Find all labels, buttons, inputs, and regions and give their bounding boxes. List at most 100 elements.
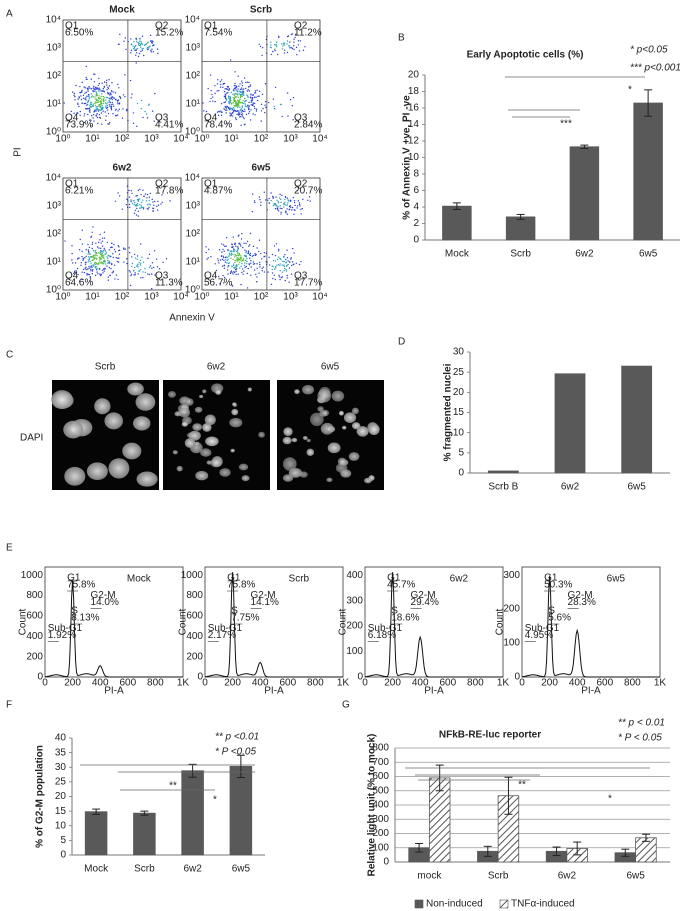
event-dot (131, 262, 134, 265)
nucleus (229, 417, 243, 428)
event-dot (238, 267, 241, 269)
event-dot (117, 261, 120, 263)
event-dot (232, 102, 235, 104)
event-dot (92, 87, 94, 89)
nucleus (340, 469, 352, 478)
event-dot (280, 201, 282, 204)
event-dot (248, 245, 250, 247)
event-dot (245, 255, 248, 258)
event-dot (100, 255, 103, 257)
event-dot (134, 272, 136, 274)
event-dot (149, 34, 152, 37)
event-dot (257, 250, 260, 253)
nucleus (241, 475, 250, 482)
event-dot (252, 263, 255, 265)
event-dot (151, 261, 154, 264)
event-dot (92, 226, 94, 228)
event-dot (226, 256, 229, 259)
event-dot (101, 245, 104, 247)
event-dot (254, 114, 256, 116)
event-dot (107, 86, 109, 89)
event-dot (219, 259, 222, 261)
y-tick-label: 100 (372, 842, 389, 853)
y-tick-label: 200 (186, 651, 203, 662)
event-dot (99, 239, 101, 241)
event-dot (106, 79, 108, 81)
event-dot (95, 88, 98, 90)
event-dot (231, 271, 233, 274)
event-dot (246, 94, 248, 96)
event-dot (294, 36, 296, 39)
event-dot (114, 251, 117, 253)
gate-name: G1 (544, 573, 558, 584)
event-dot (100, 112, 103, 114)
nucleus (178, 407, 191, 418)
event-dot (237, 100, 239, 103)
event-dot (81, 81, 83, 84)
gate-name: Sub-G1 (525, 623, 560, 634)
event-dot (243, 101, 246, 103)
event-dot (103, 81, 106, 83)
nucleus (368, 423, 380, 435)
event-dot (279, 269, 281, 272)
x-tick-label: Scrb (134, 864, 155, 875)
event-dot (223, 82, 226, 85)
x-tick-label: 1K (177, 678, 190, 689)
event-dot (238, 93, 240, 95)
y-tick-label: 200 (346, 621, 363, 632)
gate-name: S (548, 606, 555, 617)
event-dot (260, 201, 262, 203)
event-dot (117, 114, 119, 116)
event-dot (95, 257, 97, 259)
event-dot (141, 48, 143, 50)
event-dot (90, 78, 92, 80)
event-dot (92, 105, 94, 108)
event-dot (228, 97, 230, 100)
annotation: * p<0.05 (630, 45, 668, 56)
event-dot (108, 99, 110, 102)
event-dot (141, 256, 143, 258)
event-dot (277, 53, 279, 56)
event-dot (141, 35, 144, 38)
event-dot (293, 41, 295, 43)
nucleus (167, 390, 176, 398)
x-axis-label: Annexin V (169, 313, 215, 324)
event-dot (106, 103, 108, 105)
event-dot (243, 77, 246, 79)
event-dot (106, 265, 108, 267)
event-dot (231, 112, 234, 114)
event-dot (270, 192, 272, 194)
event-dot (241, 115, 244, 117)
event-dot (149, 265, 152, 267)
x-tick-label: Scrb B (488, 482, 518, 493)
event-dot (291, 104, 294, 107)
nucleus (202, 423, 212, 432)
x-tick-label: 6w5 (232, 864, 251, 875)
event-dot (142, 277, 144, 279)
event-dot (293, 201, 296, 204)
event-dot (133, 266, 136, 269)
event-dot (108, 79, 110, 81)
event-dot (105, 107, 108, 109)
event-dot (117, 99, 120, 101)
event-dot (247, 106, 249, 108)
x-tick-label: 800 (307, 678, 324, 689)
event-dot (227, 273, 229, 275)
nucleus (288, 467, 303, 478)
event-dot (227, 96, 230, 98)
event-dot (291, 247, 294, 250)
event-dot (244, 110, 246, 113)
x-tick-label: 10² (254, 292, 269, 303)
nucleus (327, 442, 341, 454)
event-dot (135, 214, 138, 216)
event-dot (90, 125, 92, 127)
event-dot (242, 110, 244, 113)
event-dot (74, 96, 76, 98)
event-dot (225, 258, 227, 261)
event-dot (248, 90, 251, 92)
event-dot (235, 89, 237, 91)
event-dot (147, 41, 149, 44)
event-dot (137, 215, 140, 217)
event-dot (282, 42, 285, 44)
